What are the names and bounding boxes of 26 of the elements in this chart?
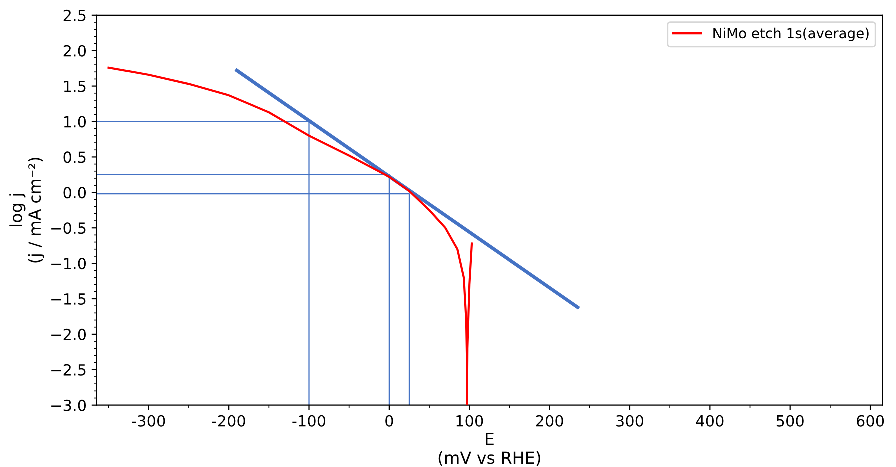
y-tick-label: −2.0 xyxy=(52,328,86,340)
x-tick-label: 200 xyxy=(536,415,564,427)
x-tick-label: 100 xyxy=(456,415,484,427)
y-tick-label: −1.5 xyxy=(52,294,86,306)
y-tick-label: 2.5 xyxy=(64,10,86,22)
y-tick-label: −2.5 xyxy=(52,364,86,376)
y-tick-label: 1.5 xyxy=(64,80,86,92)
line-series xyxy=(108,66,474,406)
y-tick-label: 1.0 xyxy=(64,116,86,128)
y-axis-title: log j (j / mA cm⁻²) xyxy=(10,158,44,263)
x-tick-label: 600 xyxy=(857,415,884,427)
x-tick-label: 500 xyxy=(776,415,804,427)
y-tick-label: −0.5 xyxy=(52,222,86,234)
x-tick-label: -100 xyxy=(292,415,326,427)
y-tick-label: −1.0 xyxy=(52,258,86,270)
x-axis-title: E (mV vs RHE) xyxy=(438,433,540,466)
y-tick-label: −3.0 xyxy=(52,400,86,412)
x-tick-label: 400 xyxy=(696,415,724,427)
x-tick-label: 0 xyxy=(386,415,394,427)
y-tick-label: 2.0 xyxy=(64,45,86,57)
legend-label: NiMo etch 1s(average) xyxy=(714,28,869,42)
y-tick-label: 0.5 xyxy=(64,152,86,164)
x-tick-label: -200 xyxy=(212,415,246,427)
x-tick-label: -300 xyxy=(132,415,166,427)
x-tick-label: 300 xyxy=(616,415,644,427)
y-tick-label: 0.0 xyxy=(64,187,86,199)
